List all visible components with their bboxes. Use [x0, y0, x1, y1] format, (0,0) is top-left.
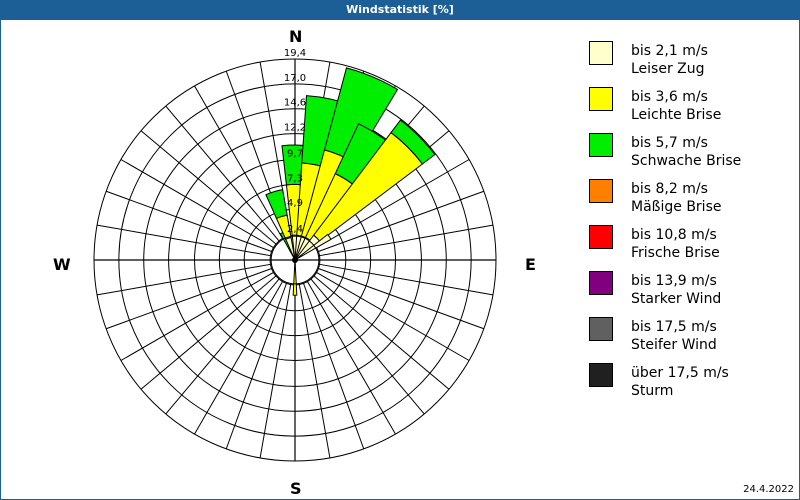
- legend-label: Leichte Brise: [631, 107, 722, 123]
- compass-west: W: [53, 255, 71, 274]
- compass-east: E: [525, 255, 536, 274]
- legend-range: bis 5,7 m/s: [631, 135, 708, 151]
- legend-swatch: [589, 179, 613, 203]
- svg-text:19,4: 19,4: [284, 48, 306, 59]
- legend-label: Starker Wind: [631, 291, 722, 307]
- legend-swatch: [589, 317, 613, 341]
- legend-range: über 17,5 m/s: [631, 365, 729, 381]
- svg-text:7,3: 7,3: [287, 173, 303, 184]
- legend-range: bis 13,9 m/s: [631, 273, 717, 289]
- svg-text:2,4: 2,4: [287, 224, 303, 235]
- legend-label: Mäßige Brise: [631, 199, 722, 215]
- legend-range: bis 8,2 m/s: [631, 181, 708, 197]
- legend-range: bis 2,1 m/s: [631, 43, 708, 59]
- legend-label: Steifer Wind: [631, 337, 717, 353]
- legend-swatch: [589, 363, 613, 387]
- legend-swatch: [589, 41, 613, 65]
- legend-swatch: [589, 133, 613, 157]
- legend-range: bis 3,6 m/s: [631, 89, 708, 105]
- svg-text:4,9: 4,9: [287, 198, 303, 209]
- svg-text:14,6: 14,6: [284, 98, 306, 109]
- compass-south: S: [290, 479, 302, 498]
- legend-swatch: [589, 225, 613, 249]
- svg-text:17,0: 17,0: [284, 73, 306, 84]
- date-label: 24.4.2022: [743, 484, 794, 495]
- svg-text:12,2: 12,2: [284, 123, 306, 134]
- svg-text:9,7: 9,7: [287, 149, 303, 160]
- legend-range: bis 17,5 m/s: [631, 319, 717, 335]
- window-title: Windstatistik [%]: [0, 0, 800, 20]
- legend-label: Leiser Zug: [631, 61, 705, 77]
- legend-label: Frische Brise: [631, 245, 720, 261]
- legend-range: bis 10,8 m/s: [631, 227, 717, 243]
- legend-label: Schwache Brise: [631, 153, 742, 169]
- legend-swatch: [589, 87, 613, 111]
- compass-north: N: [289, 27, 303, 46]
- legend-swatch: [589, 271, 613, 295]
- legend-label: Sturm: [631, 383, 674, 399]
